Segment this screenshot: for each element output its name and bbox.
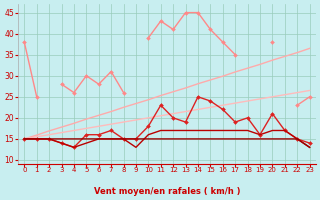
X-axis label: Vent moyen/en rafales ( km/h ): Vent moyen/en rafales ( km/h ) [94,187,240,196]
